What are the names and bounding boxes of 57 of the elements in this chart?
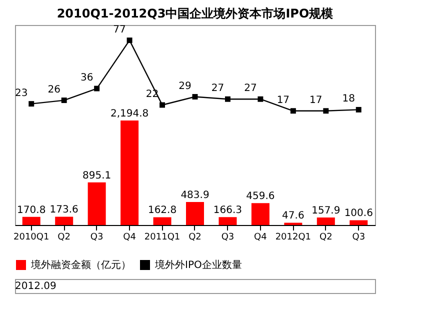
text: 2012.09 (15, 281, 56, 292)
x-tick-label: 2011Q1 (144, 232, 180, 242)
data-label: 77 (113, 24, 126, 36)
legend-label: 境外融资金额（亿元） (30, 259, 131, 271)
x-tick-label: Q2 (188, 232, 202, 242)
point (192, 94, 198, 100)
bar (350, 220, 368, 225)
bar (55, 216, 74, 225)
point (94, 86, 100, 92)
data-label: 157.9 (312, 205, 340, 216)
point (61, 98, 67, 104)
bar (218, 217, 237, 225)
data-label: 2,194.8 (110, 108, 149, 120)
legend-label: 境外外IPO企业数量 (154, 259, 242, 271)
x-tick-label: Q2 (58, 232, 70, 242)
x-tick-label: Q3 (221, 232, 234, 242)
data-label: 18 (342, 94, 356, 105)
data-label: 47.6 (282, 210, 304, 222)
x-tick-label: 2012Q1 (275, 232, 312, 242)
point (290, 108, 296, 114)
chart-title: 2010Q1-2012Q3中国企业境外资本市场IPO规模 (56, 6, 334, 20)
bar (88, 182, 106, 225)
bar (153, 217, 172, 225)
data-label: 36 (80, 72, 94, 84)
data-label: 459.6 (246, 191, 275, 202)
bar (316, 217, 335, 225)
bar (186, 202, 204, 225)
data-label: 483.9 (180, 190, 210, 201)
data-label: 162.8 (148, 205, 177, 216)
point (224, 96, 230, 102)
bar (251, 203, 270, 225)
point (356, 106, 362, 112)
bar (120, 120, 139, 225)
data-label: 173.6 (50, 204, 78, 216)
point (258, 96, 264, 102)
data-label: 27 (244, 83, 257, 94)
x-tick-label: Q3 (90, 232, 104, 242)
data-label: 23 (14, 88, 28, 99)
x-tick-label: Q3 (352, 232, 366, 242)
data-label: 26 (48, 84, 60, 96)
bar (22, 216, 40, 225)
x-tick-label: Q4 (123, 232, 136, 242)
x-tick-label: Q2 (320, 232, 332, 242)
point (323, 108, 329, 114)
data-label: 100.6 (344, 208, 373, 220)
point (126, 38, 132, 44)
data-label: 895.1 (82, 170, 112, 182)
point (160, 102, 166, 108)
data-label: 17 (310, 94, 322, 106)
data-label: 166.3 (213, 205, 242, 216)
data-label: 17 (276, 94, 290, 106)
x-tick-label: Q4 (254, 232, 268, 242)
x-tick-label: 2010Q1 (14, 232, 50, 242)
data-label: 29 (178, 80, 192, 92)
point (28, 101, 34, 107)
data-label: 27 (211, 83, 224, 94)
data-label: 170.8 (17, 204, 46, 216)
